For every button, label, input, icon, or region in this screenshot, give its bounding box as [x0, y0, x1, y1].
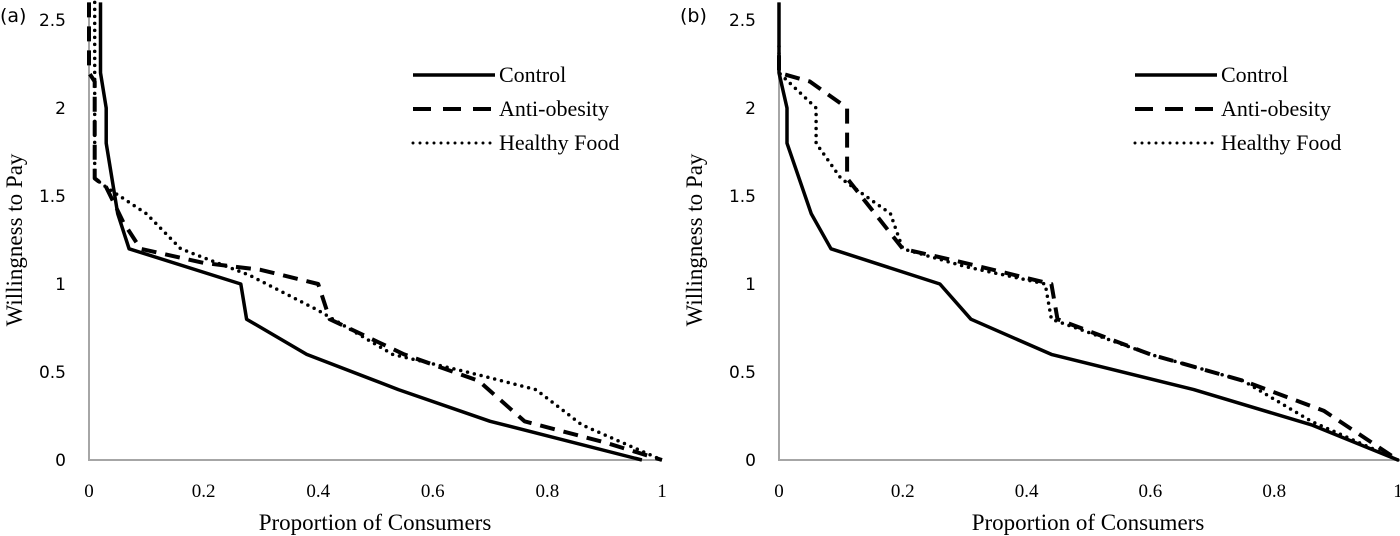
- panel-a-y-axis-label: Willingness to Pay: [2, 153, 27, 326]
- panel-b-y-tick-label: 0: [745, 451, 756, 471]
- panel-b-label: (b): [680, 5, 707, 27]
- panel-a-legend-label-anti-obesity: Anti-obesity: [499, 96, 609, 121]
- panel-b-x-tick-label: 0.4: [1015, 481, 1039, 502]
- panel-b-y-axis-label: Willingness to Pay: [682, 153, 707, 326]
- panel-a-x-tick-label: 0: [84, 481, 94, 502]
- panel-b-legend-label-control: Control: [1221, 62, 1288, 87]
- panel-b-series-control: [777, 2, 1399, 462]
- panel-a-label: (a): [0, 5, 26, 27]
- panel-b-legend-label-anti-obesity: Anti-obesity: [1221, 96, 1331, 121]
- panel-b-legend-label-healthy-food: Healthy Food: [1221, 130, 1341, 155]
- panel-a-y-tick-label: 2.5: [39, 11, 66, 31]
- panel-a-x-axis-label: Proportion of Consumers: [259, 510, 492, 535]
- panel-a-legend-label-healthy-food: Healthy Food: [499, 130, 619, 155]
- panel-b-x-tick-label: 0.6: [1139, 481, 1163, 502]
- panel-b-y-tick-label: 1.5: [729, 187, 756, 207]
- panel-b: (b) Willingness to Pay Proportion of Con…: [680, 2, 1400, 535]
- panel-a-series-healthy-food: [92, 0, 664, 462]
- panel-a-x-tick-label: 0.4: [306, 481, 330, 502]
- panel-b-series-healthy-food: [777, 44, 1400, 462]
- panel-b-y-tick-label: 2: [745, 99, 756, 119]
- panel-b-x-tick-label: 0.2: [891, 481, 915, 502]
- panel-b-y-tick-label: 2.5: [729, 11, 756, 31]
- panel-a-x-tick-label: 1: [657, 481, 667, 502]
- panel-b-axes: [778, 2, 1398, 461]
- panel-a-y-tick-label: 0: [55, 451, 66, 471]
- panel-b-x-axis-label: Proportion of Consumers: [972, 510, 1205, 535]
- panel-a-axes: [88, 2, 662, 461]
- panel-a-y-tick-label: 1.5: [39, 187, 66, 207]
- panel-b-x-tick-label: 0.8: [1262, 481, 1286, 502]
- panel-a: (a) Willingness to Pay Proportion of Con…: [0, 0, 667, 535]
- panel-a-y-tick-label: 1: [55, 275, 66, 295]
- panel-b-y-tick-label: 0.5: [729, 363, 756, 383]
- panel-b-x-tick-label: 1: [1393, 481, 1400, 502]
- panel-a-x-tick-label: 0.6: [421, 481, 445, 502]
- panel-a-x-tick-label: 0.8: [536, 481, 560, 502]
- panel-b-y-tick-label: 1: [745, 275, 756, 295]
- panel-b-series-anti-obesity: [777, 55, 1400, 462]
- panel-a-y-tick-label: 0.5: [39, 363, 66, 383]
- panel-a-y-tick-label: 2: [55, 99, 66, 119]
- panel-a-series-control: [98, 2, 643, 462]
- panel-a-legend-label-control: Control: [499, 62, 566, 87]
- panel-b-x-tick-label: 0: [774, 481, 784, 502]
- panel-a-series-anti-obesity: [87, 2, 663, 462]
- panel-a-x-tick-label: 0.2: [192, 481, 216, 502]
